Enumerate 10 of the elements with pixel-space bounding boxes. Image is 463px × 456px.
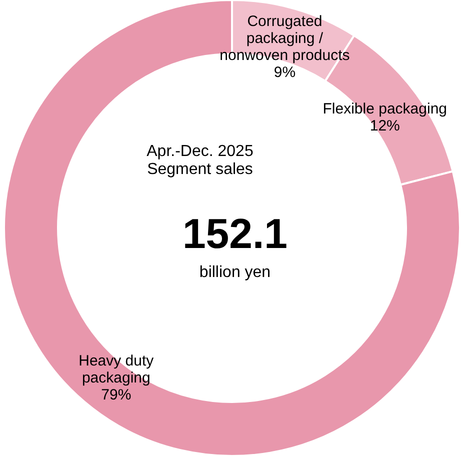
text: billion yen [199, 264, 271, 280]
data-label: 79% [101, 386, 132, 403]
text: Apr.-Dec. 2025 Segment sales [146, 142, 254, 178]
data-label: 12% [370, 116, 400, 134]
slice-label: Corrugated packaging / nonwoven products [220, 12, 350, 64]
slice-label: Flexible packaging [322, 100, 448, 117]
donut-slice [3, 0, 461, 456]
text: 152.1 [182, 210, 288, 256]
slice-label: Heavy duty packaging [78, 352, 154, 386]
data-label: 9% [274, 63, 296, 80]
